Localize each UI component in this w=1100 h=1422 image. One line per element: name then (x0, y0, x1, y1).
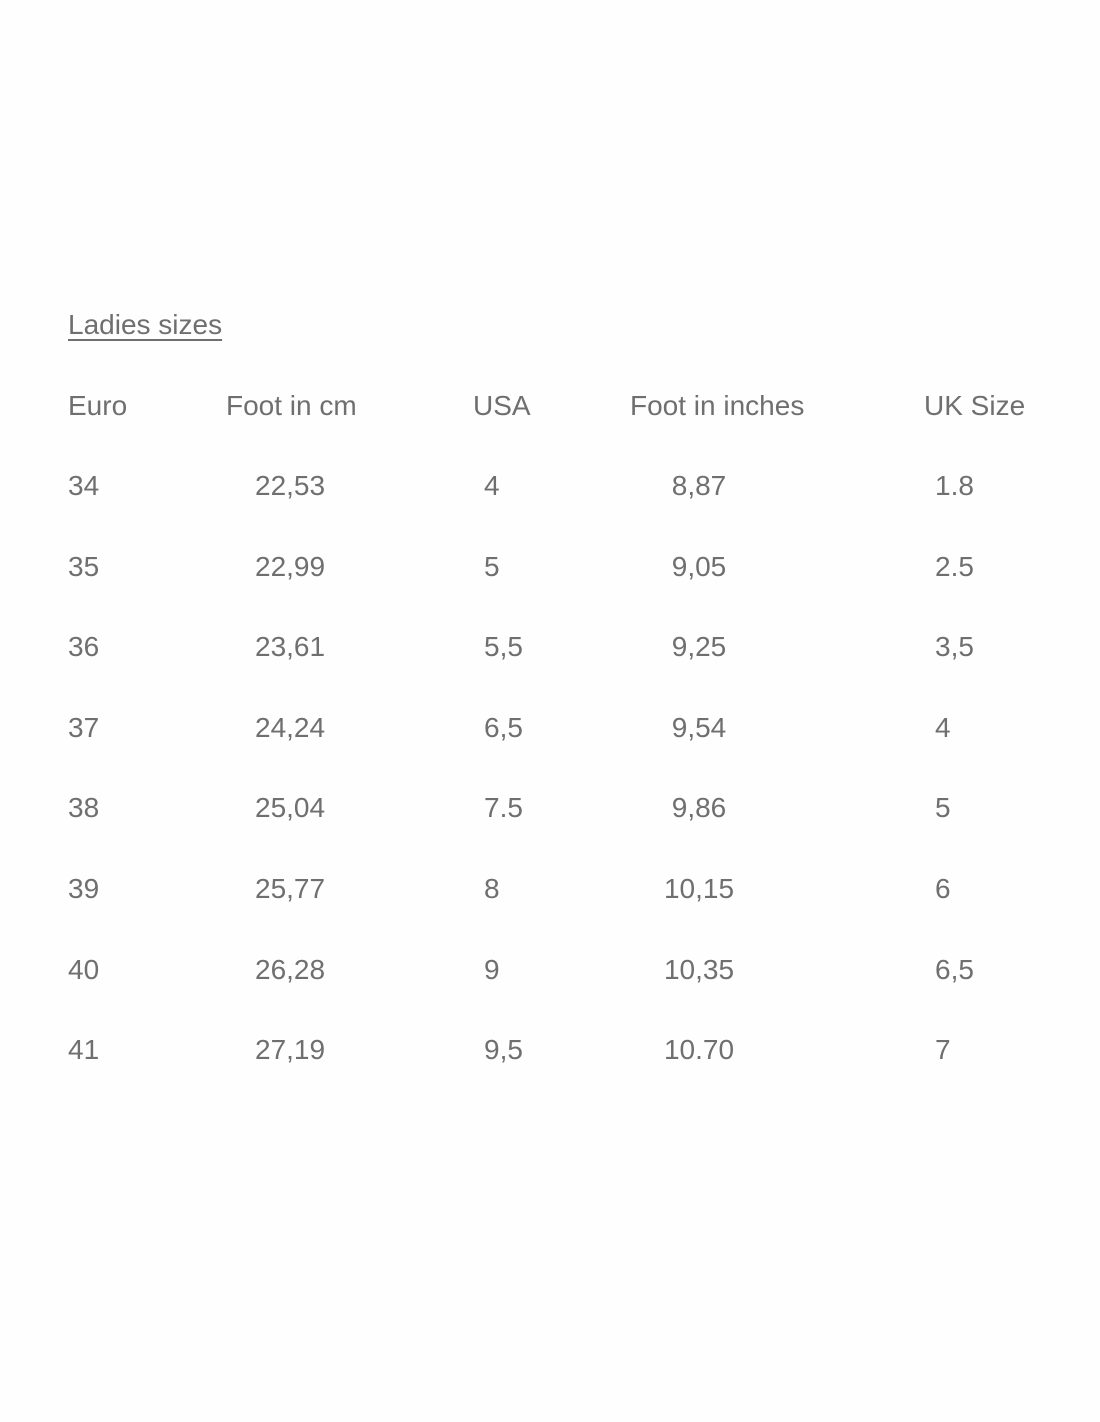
cell-uk-size: 4 (935, 711, 951, 743)
cell-usa: 4 (484, 470, 500, 501)
cell-uk-size: 1.8 (935, 470, 974, 501)
cell-foot-cm: 25,04 (255, 792, 326, 824)
cell-foot-inches: 10.70 (663, 1034, 735, 1066)
cell-foot-cm: 22,99 (255, 550, 326, 582)
column-header-foot-cm: Foot in cm (226, 390, 357, 421)
cell-uk-size: 2.5 (935, 550, 974, 582)
cell-foot-cm: 22,53 (255, 470, 326, 501)
cell-foot-inches: 9,05 (671, 550, 727, 582)
column-header-usa: USA (473, 390, 531, 421)
cell-usa: 9 (484, 953, 500, 985)
column-header-euro: Euro (68, 390, 128, 421)
cell-foot-cm: 25,77 (255, 873, 326, 904)
cell-foot-inches: 9,54 (671, 711, 727, 743)
cell-usa: 7.5 (484, 792, 523, 824)
column-header-foot-inches: Foot in inches (630, 390, 805, 421)
cell-foot-cm: 23,61 (255, 631, 326, 663)
cell-euro: 34 (68, 470, 100, 501)
cell-euro: 36 (68, 631, 100, 663)
column-header-uk-size: UK Size (924, 390, 1026, 421)
cell-usa: 9,5 (484, 1034, 523, 1066)
cell-euro: 35 (68, 550, 100, 582)
cell-uk-size: 6 (935, 873, 951, 904)
cell-foot-cm: 27,19 (255, 1034, 326, 1066)
cell-foot-inches: 10,15 (663, 873, 735, 904)
cell-uk-size: 3,5 (935, 631, 974, 663)
cell-usa: 5,5 (484, 631, 523, 663)
cell-euro: 38 (68, 792, 100, 824)
cell-foot-inches: 8,87 (671, 470, 727, 501)
cell-usa: 8 (484, 873, 500, 904)
cell-usa: 6,5 (484, 711, 523, 743)
size-chart-title: Ladies sizes (68, 309, 223, 340)
cell-euro: 37 (68, 711, 100, 743)
cell-foot-cm: 26,28 (255, 953, 326, 985)
cell-foot-cm: 24,24 (255, 711, 326, 743)
cell-usa: 5 (484, 550, 500, 582)
cell-euro: 39 (68, 873, 100, 904)
cell-foot-inches: 9,86 (671, 792, 727, 824)
cell-foot-inches: 9,25 (671, 631, 727, 663)
cell-uk-size: 5 (935, 792, 951, 824)
cell-uk-size: 7 (935, 1034, 951, 1066)
cell-foot-inches: 10,35 (663, 953, 735, 985)
cell-uk-size: 6,5 (935, 953, 974, 985)
cell-euro: 41 (68, 1034, 100, 1066)
cell-euro: 40 (68, 953, 100, 985)
